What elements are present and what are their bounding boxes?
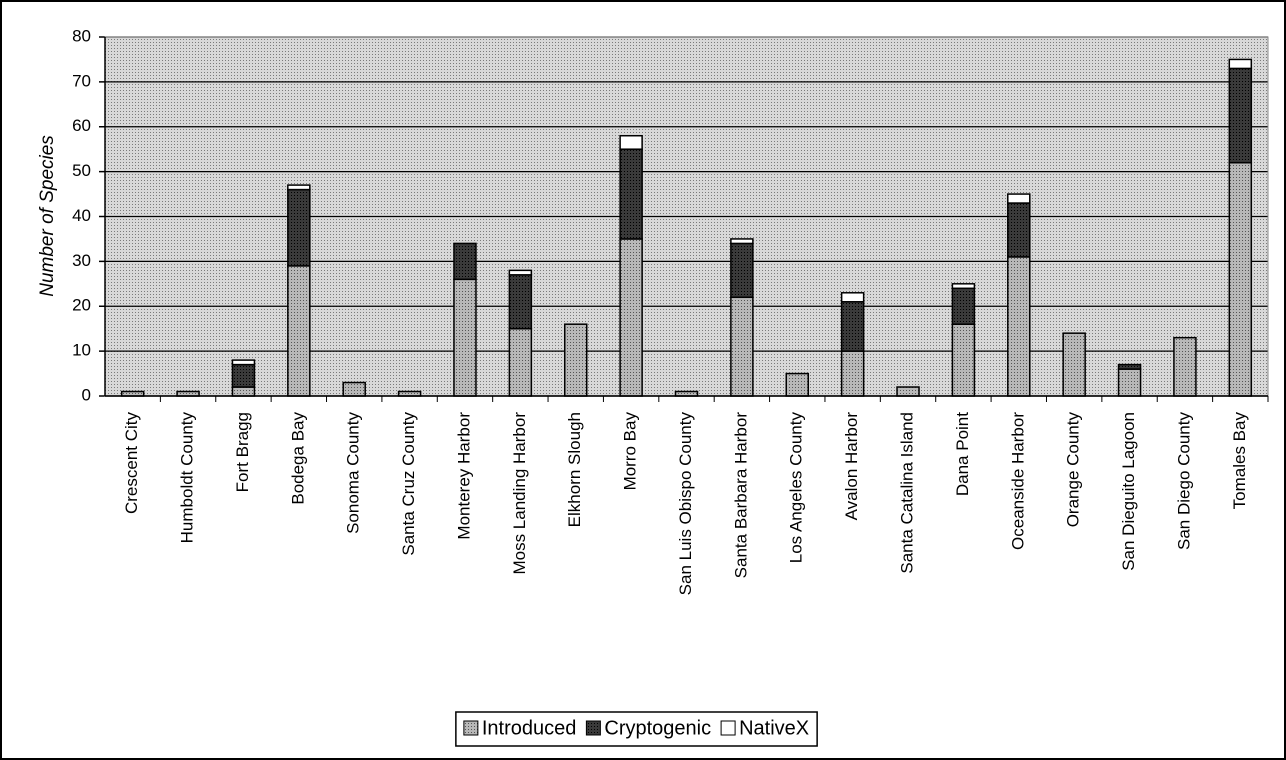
- bar-segment: [619, 134, 643, 150]
- bar-segment: [730, 296, 754, 397]
- y-tick-label: 80: [72, 26, 91, 45]
- bar-segment: [1228, 58, 1253, 70]
- x-tick-label: Santa Barbara Harbor: [731, 412, 750, 579]
- x-tick-label: Sonoma County: [344, 412, 363, 534]
- bar-segment: [508, 327, 533, 397]
- bar-segment: [231, 363, 256, 388]
- bar-segment: [730, 238, 754, 245]
- bar-segment: [730, 242, 754, 299]
- legend-label: NativeX: [739, 717, 809, 739]
- x-tick-label: San Luis Obispo County: [676, 412, 695, 596]
- bar-segment: [1007, 202, 1031, 258]
- bar-segment: [563, 323, 588, 397]
- y-tick-label: 30: [72, 251, 91, 270]
- bar-segment: [840, 350, 865, 397]
- x-tick-label: Santa Catalina Island: [898, 412, 917, 574]
- x-tick-label: Los Angeles County: [787, 412, 806, 564]
- x-tick-label: Avalon Harbor: [842, 412, 861, 521]
- bar-segment: [342, 381, 366, 397]
- legend-label: Cryptogenic: [604, 717, 711, 739]
- x-tick-label: Elkhorn Slough: [565, 412, 584, 527]
- bar-segment: [1007, 193, 1031, 204]
- y-tick-label: 20: [72, 296, 91, 315]
- legend-box: [455, 711, 818, 747]
- bar-segment: [231, 359, 256, 366]
- legend-swatch: [585, 720, 601, 736]
- x-tick-label: Crescent City: [122, 412, 141, 515]
- bar-segment: [840, 301, 865, 352]
- bar-segment: [287, 265, 311, 397]
- x-tick-label: Monterey Harbor: [454, 412, 473, 540]
- legend-label: Introduced: [482, 717, 577, 739]
- bar-segment: [1007, 256, 1031, 397]
- bar-segment: [453, 242, 477, 281]
- bar-segment: [1062, 332, 1086, 397]
- bar-segment: [1117, 363, 1142, 370]
- x-tick-label: Orange County: [1064, 412, 1083, 528]
- bar-segment: [951, 287, 976, 325]
- bar-segment: [1228, 161, 1253, 397]
- bar-segment: [840, 292, 865, 303]
- x-tick-label: Santa Cruz County: [399, 412, 418, 556]
- bar-segment: [1117, 368, 1142, 397]
- x-tick-label: Bodega Bay: [288, 412, 307, 505]
- bar-segment: [896, 386, 920, 397]
- bar-segment: [785, 372, 810, 397]
- bar-segment: [619, 238, 643, 397]
- bar-segment: [951, 283, 976, 290]
- bar-segment: [508, 269, 533, 276]
- y-tick-label: 0: [82, 385, 91, 404]
- bar-segment: [951, 323, 976, 397]
- x-tick-label: Oceanside Harbor: [1008, 412, 1027, 550]
- y-tick-label: 70: [72, 71, 91, 90]
- legend-swatch: [463, 720, 479, 736]
- bar-segment: [1228, 67, 1253, 164]
- bar-segment: [619, 148, 643, 240]
- bar-segment: [1173, 336, 1197, 397]
- bar-segment: [453, 278, 477, 397]
- x-tick-label: Tomales Bay: [1230, 412, 1249, 510]
- y-tick-label: 50: [72, 161, 91, 180]
- bar-segment: [231, 386, 256, 397]
- legend-swatch: [720, 720, 736, 736]
- x-tick-label: Fort Bragg: [233, 412, 252, 492]
- x-tick-label: Humboldt County: [178, 412, 197, 544]
- x-tick-label: Moss Landing Harbor: [510, 412, 529, 575]
- y-tick-label: 40: [72, 206, 91, 225]
- legend: Introduced Cryptogenic NativeX: [455, 711, 818, 747]
- x-tick-label: Morro Bay: [621, 412, 640, 491]
- x-tick-label: San Dieguito Lagoon: [1119, 412, 1138, 571]
- x-tick-label: Dana Point: [953, 412, 972, 496]
- y-tick-label: 10: [72, 341, 91, 360]
- x-tick-label: San Diego County: [1174, 412, 1193, 550]
- bar-segment: [508, 274, 533, 330]
- bar-segment: [287, 184, 311, 191]
- y-tick-label: 60: [72, 116, 91, 135]
- bar-segment: [287, 188, 311, 267]
- y-axis-label: Number of Species: [37, 135, 58, 297]
